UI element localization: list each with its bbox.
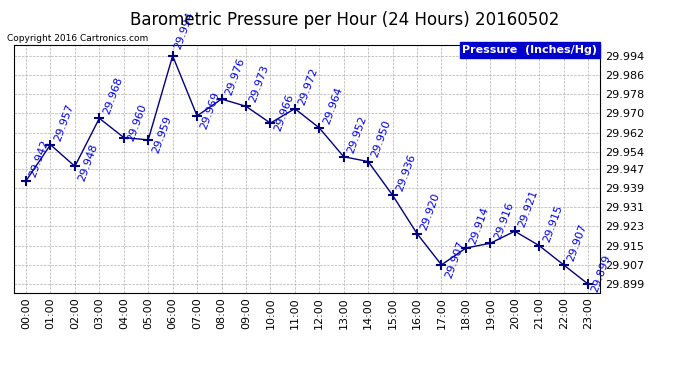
Text: 29.960: 29.960 [126,102,148,142]
Text: 29.972: 29.972 [297,66,319,106]
Text: 29.994: 29.994 [172,11,195,51]
Text: 29.950: 29.950 [370,119,393,159]
Text: 29.916: 29.916 [492,201,515,241]
Text: 29.921: 29.921 [517,189,540,229]
Text: 29.915: 29.915 [541,203,564,243]
Text: 29.959: 29.959 [150,114,173,154]
Text: 29.973: 29.973 [248,64,270,104]
Text: 29.976: 29.976 [224,57,246,97]
Text: Pressure  (Inches/Hg): Pressure (Inches/Hg) [462,45,598,55]
Text: 29.966: 29.966 [273,93,295,133]
Text: 29.907: 29.907 [566,222,589,262]
Text: 29.968: 29.968 [101,76,124,116]
Text: 29.964: 29.964 [322,85,344,126]
Text: 29.907: 29.907 [444,239,466,279]
Text: 29.952: 29.952 [346,114,368,154]
Text: 29.948: 29.948 [77,143,99,183]
Text: 29.920: 29.920 [419,191,442,231]
Text: 29.957: 29.957 [52,102,75,142]
Text: Barometric Pressure per Hour (24 Hours) 20160502: Barometric Pressure per Hour (24 Hours) … [130,11,560,29]
Text: 29.969: 29.969 [199,90,221,130]
Text: 29.914: 29.914 [468,206,491,246]
Text: 29.936: 29.936 [395,153,417,193]
Text: 29.899: 29.899 [590,254,613,294]
Text: Copyright 2016 Cartronics.com: Copyright 2016 Cartronics.com [7,34,148,43]
Text: 29.942: 29.942 [27,138,50,178]
